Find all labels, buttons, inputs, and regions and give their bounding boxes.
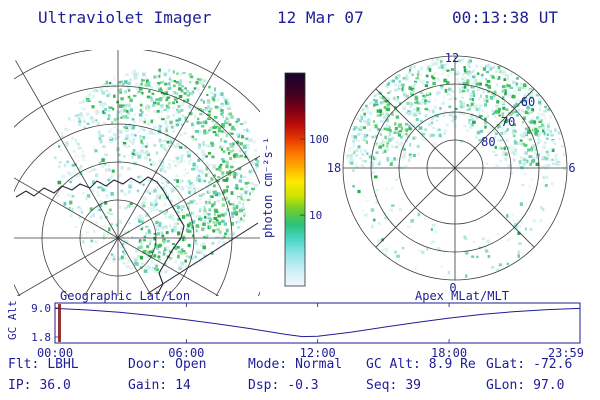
x-tick-label: 12:00 (300, 346, 336, 360)
mlat-ring-label: 60 (521, 95, 535, 109)
mlt-label-18: 18 (327, 161, 341, 175)
colorbar: 100 10 photon cm⁻²s⁻¹ (261, 72, 329, 287)
y-axis-title: GC Alt (6, 300, 19, 340)
x-tick-label: 06:00 (168, 346, 204, 360)
left-aurora-speckle (54, 68, 260, 274)
apex-grid (342, 55, 568, 281)
colorbar-tick-label: 100 (309, 133, 329, 146)
right-aurora-speckle (345, 58, 566, 278)
mlt-label-6: 6 (568, 161, 575, 175)
colorbar-gradient (284, 72, 306, 287)
gc-alt-curve (54, 307, 580, 338)
current-time-marker (58, 304, 61, 342)
x-tick-label: 18:00 (431, 346, 467, 360)
terminator-line (146, 222, 259, 295)
x-tick-label: 00:00 (37, 346, 73, 360)
mlt-label-12: 12 (445, 51, 459, 65)
gc-alt-strip-chart: 00:00 06:00 12:00 18:00 23:59 9.0 1.8 GC Alt (6, 300, 584, 360)
colorbar-tick-label: 10 (309, 209, 322, 222)
mlt-label-0: 0 (449, 281, 456, 295)
mlat-ring-label: 80 (481, 135, 495, 149)
y-tick-label: 1.8 (31, 331, 51, 344)
geographic-grid (14, 50, 260, 296)
strip-chart-frame (54, 302, 581, 344)
coastline (15, 176, 185, 294)
colorbar-axis-label: photon cm⁻²s⁻¹ (261, 137, 275, 238)
geographic-image-panel (14, 50, 260, 296)
x-tick-label: 23:59 (548, 346, 584, 360)
mlat-ring-label: 70 (501, 115, 515, 129)
y-tick-label: 9.0 (31, 302, 51, 315)
